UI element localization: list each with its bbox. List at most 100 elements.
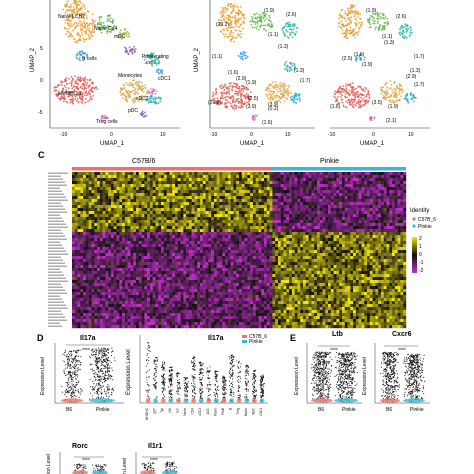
violin-e1-title: Ltb xyxy=(332,331,343,338)
count-label: (1.7) xyxy=(414,54,425,60)
violin-base xyxy=(140,470,156,474)
heatmap-panel: C57B/6 Pinkie Identity C57B_6 Pinkie 2 1… xyxy=(48,158,436,329)
violin-e2-x-0: B6 xyxy=(386,407,392,413)
violin-e1-x-1: Pinkie xyxy=(342,407,356,413)
violin-base xyxy=(183,398,189,403)
violin-b1-points xyxy=(72,463,108,474)
heatmap-row xyxy=(72,172,407,176)
violin-d2-x-label: Treg xyxy=(236,408,240,415)
heatmap-row xyxy=(72,199,407,203)
gene-label-stub xyxy=(48,190,62,192)
heatmap-row xyxy=(72,262,407,266)
violin-e1-x-0: B6 xyxy=(318,407,324,413)
heatmap-row xyxy=(72,202,407,206)
violin-base xyxy=(153,398,159,403)
heatmap-row xyxy=(72,196,407,200)
count-label: (2.5) xyxy=(342,56,353,62)
heatmap-row xyxy=(72,316,407,320)
umap-left-xlabel: UMAP_1 xyxy=(100,141,125,147)
violin-group xyxy=(175,372,181,403)
gene-label-stub xyxy=(48,280,68,282)
gene-label-stub xyxy=(48,301,64,303)
heatmap-row xyxy=(72,283,407,287)
heatmap-row xyxy=(72,190,407,194)
violin-base xyxy=(168,398,174,403)
umap-left-x-tick-1: 0 xyxy=(110,132,113,138)
heatmap-legend-pinkie: Pinkie xyxy=(418,224,432,230)
cluster-blob xyxy=(337,4,363,40)
violin-d2-x-label: Prolif xyxy=(221,408,225,415)
umap-left-y-tick-2: -5 xyxy=(38,110,43,116)
violin-d2-x-label: Neutr xyxy=(183,407,187,416)
panel-d-violin-1: Il17a **** Expression Level B6 Pinkie xyxy=(40,335,124,413)
count-label: (2.6) xyxy=(396,14,407,20)
heatmap-row xyxy=(72,235,407,239)
legend-d2-pinkie-swatch xyxy=(242,340,247,343)
gene-label-stub xyxy=(48,235,65,237)
gene-label-stub xyxy=(48,217,62,219)
gene-label-stub xyxy=(48,310,61,312)
umap-right-x-tick-1: 0 xyxy=(372,132,375,138)
violin-base xyxy=(221,398,227,403)
violin-base xyxy=(236,398,242,403)
violin-d2-x-label: Naive xyxy=(244,408,248,416)
heatmap-row xyxy=(72,277,407,281)
heatmap-row xyxy=(72,175,407,179)
violin-base xyxy=(229,398,235,403)
gene-label-stub xyxy=(48,199,68,201)
heatmap-group-left-label: C57B/6 xyxy=(132,158,155,165)
heatmap-row xyxy=(72,307,407,311)
violin-base xyxy=(89,398,115,403)
cluster-label-proliferating-2: cells xyxy=(146,60,157,66)
panel-d-violin-2: Il17a C57B_6 Pinkie Expression Level MHM… xyxy=(126,334,268,420)
cluster-blob xyxy=(146,88,158,97)
heatmap-row xyxy=(72,295,407,299)
violin-b1-ylabel: ion Level xyxy=(46,454,52,474)
heatmap-row xyxy=(72,208,407,212)
umap-left-clusters xyxy=(53,0,164,122)
violin-base xyxy=(206,398,212,403)
heatmap-legend-c57: C57B_6 xyxy=(418,217,436,223)
count-label: (1.7) xyxy=(414,82,425,88)
umap-left-y-tick-0: 5 xyxy=(40,46,43,52)
gene-label-stub xyxy=(48,292,67,294)
count-label: (1.9) xyxy=(246,80,257,86)
gene-label-stub xyxy=(48,208,65,210)
heatmap-row xyxy=(72,247,407,251)
gene-label-stub xyxy=(48,286,63,288)
heatmap-row xyxy=(72,241,407,245)
violin-e2-points xyxy=(380,351,426,403)
heatmap-row xyxy=(72,319,407,323)
umap-mid-x-tick-0: -10 xyxy=(210,132,217,138)
count-label: (2.5) xyxy=(248,96,259,102)
cluster-label-naive-cd4: Naive Cd4 xyxy=(94,26,118,32)
count-label: (1.3) xyxy=(278,44,289,50)
gene-label-stub xyxy=(48,313,63,315)
violin-base xyxy=(162,470,178,474)
violin-base xyxy=(251,398,257,403)
count-label: (1.9) xyxy=(388,104,399,110)
cluster-blob xyxy=(63,7,96,44)
violin-base xyxy=(259,398,265,403)
heatmap-row xyxy=(72,178,407,182)
violin-b2-points xyxy=(140,461,178,474)
cluster-blob xyxy=(217,2,246,43)
cluster-blob xyxy=(251,114,258,121)
violin-group xyxy=(236,360,242,403)
gene-label-stub xyxy=(48,316,65,318)
violin-base xyxy=(72,470,88,474)
violin-base xyxy=(334,398,358,403)
count-label: (1.7) xyxy=(300,78,311,84)
violin-d1-x-0: B6 xyxy=(66,407,72,413)
gene-label-stub xyxy=(48,232,63,234)
gene-label-stub xyxy=(48,193,64,195)
gene-label-stub xyxy=(48,325,62,327)
violin-group xyxy=(221,375,227,403)
violin-group xyxy=(206,366,212,403)
heatmap-legend-title: Identity xyxy=(410,208,429,214)
gene-label-stub xyxy=(48,172,68,174)
violin-group xyxy=(92,464,108,474)
violin-group xyxy=(198,361,204,403)
umap-right-clusters xyxy=(333,4,417,121)
gene-label-stub xyxy=(48,268,60,270)
